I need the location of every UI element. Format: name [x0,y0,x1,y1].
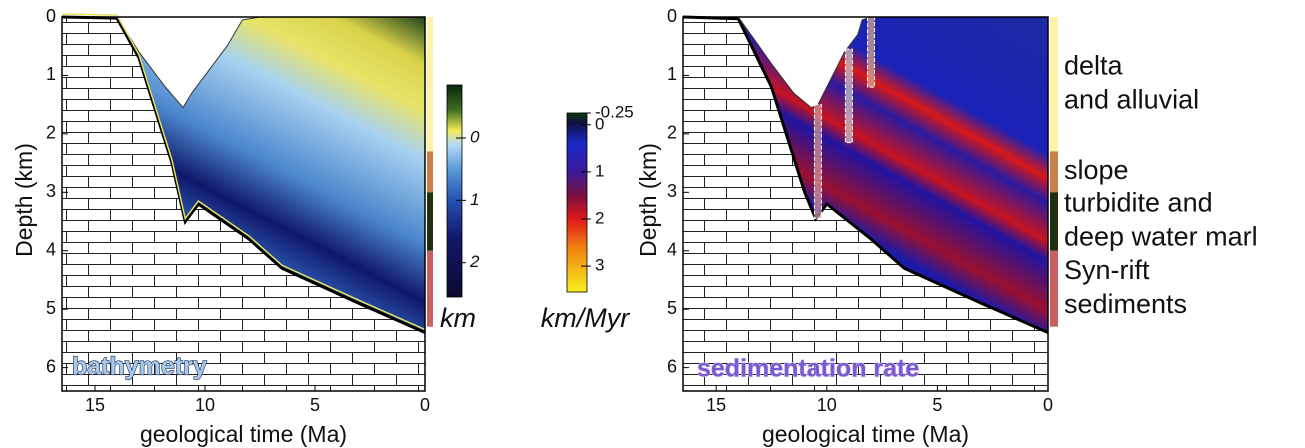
colorbar-tick-label: 1 [595,161,604,180]
facies-label: deep water marl [1064,222,1258,252]
colorbar-tick-label: 3 [595,256,604,275]
y-tick-label: 1 [667,64,677,84]
y-tick-label: 4 [46,240,56,260]
facies-strip [427,151,433,193]
y-tick-label: 3 [46,181,56,201]
facies-label: Syn-rift [1064,255,1150,285]
y-tick-label: 4 [667,240,677,260]
colorbar-tick-label: 0 [595,114,604,133]
y-tick-label: 5 [667,298,677,318]
basement-glow [61,13,426,331]
colorbar-unit: km/Myr [541,303,630,333]
colorbar-tick-label: 2 [595,208,604,227]
colorbar-tick-label: -0.25 [595,102,634,121]
well [867,16,876,88]
well [844,48,853,144]
y-tick-label: 2 [667,123,677,143]
y-tick-label: 2 [46,123,56,143]
y-tick-label: 0 [46,6,56,26]
x-axis-label: geological time (Ma) [140,421,347,447]
facies-label: delta [1064,50,1124,80]
y-tick-label: 3 [667,181,677,201]
x-tick-label: 15 [85,395,105,415]
x-tick-label: 10 [817,395,837,415]
water [117,17,425,108]
sediment-fill [738,17,1048,333]
water [738,17,1048,108]
panel-label: sedimentation rate [697,355,919,383]
facies-strip [1050,250,1058,327]
plot-frame [682,16,1049,392]
x-axis-label: geological time (Ma) [762,421,969,447]
facies-label: turbidite and [1064,188,1213,218]
facies-strip [1050,192,1058,251]
facies-strip [427,250,433,327]
y-axis-label: Depth (km) [635,143,661,257]
colorbar [566,112,588,293]
facies-label: slope [1064,155,1129,185]
sediment-fill [117,17,425,333]
colorbar-tick-label: 1 [470,190,479,209]
x-tick-label: 0 [1043,395,1053,415]
facies-strip [427,192,433,251]
colorbar-tick-label: 2 [469,252,480,271]
facies-label: and alluvial [1064,84,1199,114]
horizon-line [737,16,1048,109]
colorbar-tick-label: 0 [470,127,480,146]
y-tick-label: 0 [667,6,677,26]
facies-strip [1050,151,1058,193]
y-tick-label: 6 [46,356,56,376]
y-tick-label: 1 [46,64,56,84]
x-tick-label: 5 [310,395,320,415]
y-tick-label: 5 [46,298,56,318]
well [813,104,822,220]
plot-frame [61,16,426,392]
y-axis-label: Depth (km) [11,143,37,257]
facies-strip [1050,17,1058,152]
colorbar [446,84,463,298]
x-tick-label: 5 [932,395,942,415]
y-tick-label: 6 [667,356,677,376]
x-tick-label: 0 [420,395,430,415]
horizon-line [61,15,426,334]
x-tick-label: 15 [706,395,726,415]
panel-label: bathymetry [72,353,207,381]
facies-label: sediments [1064,289,1187,319]
colorbar-unit: km [440,303,476,333]
horizon-line [116,16,425,109]
x-tick-label: 10 [195,395,215,415]
facies-strip [427,17,433,152]
